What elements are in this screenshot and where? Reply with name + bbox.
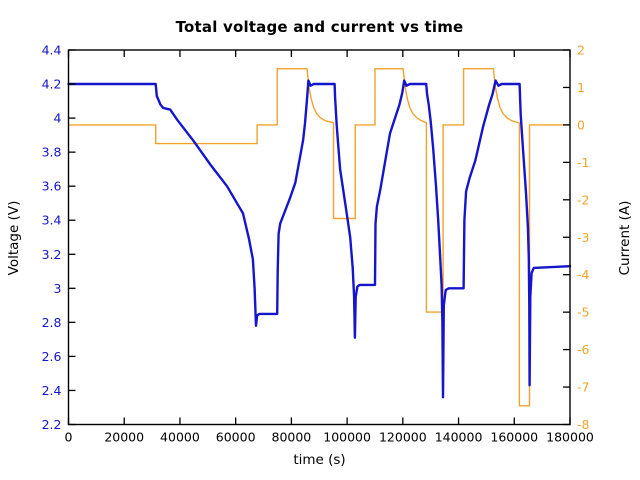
x-tick-label: 80000 (272, 430, 312, 445)
y-left-tick-label: 3 (54, 281, 62, 296)
y-right-tick-label: 2 (577, 43, 585, 58)
plot-border (67, 49, 571, 426)
voltage-series-line (67, 79, 572, 399)
x-tick-label: 40000 (160, 430, 200, 445)
x-tick-label: 20000 (104, 430, 144, 445)
y-right-tick-label: -4 (577, 267, 590, 282)
y-right-tick-label: 0 (577, 117, 585, 132)
y-right-tick-label: -8 (577, 417, 590, 432)
y-right-tick-label: -1 (577, 155, 589, 170)
x-tick-label: 100000 (323, 430, 371, 445)
y-axis-label-voltage: Voltage (V) (6, 200, 22, 276)
current-series-line (67, 67, 571, 407)
chart-title: Total voltage and current vs time (175, 18, 464, 36)
y-left-tick-label: 2.2 (42, 417, 62, 432)
y-left-tick-label: 4 (54, 111, 62, 126)
y-right-tick-label: 1 (577, 80, 585, 95)
x-tick-label: 0 (65, 430, 73, 445)
x-tick-label: 160000 (490, 430, 538, 445)
y-left-tick-label: 3.2 (42, 247, 62, 262)
y-left-tick-label: 3.4 (42, 213, 62, 228)
y-right-tick-label: -3 (577, 230, 589, 245)
x-axis-label: time (s) (293, 452, 346, 468)
y-right-tick-label: -6 (577, 342, 590, 357)
x-tick-label: 60000 (216, 430, 256, 445)
x-tick-label: 140000 (435, 430, 483, 445)
y-axis-label-current: Current (A) (617, 200, 633, 276)
y-left-tick-label: 2.6 (42, 349, 62, 364)
y-left-tick-label: 4.2 (42, 77, 62, 92)
y-right-tick-label: -2 (577, 192, 589, 207)
y-left-tick-label: 2.8 (42, 315, 62, 330)
y-left-tick-label: 2.4 (42, 383, 62, 398)
y-left-tick-label: 3.6 (42, 179, 62, 194)
x-tick-label: 120000 (379, 430, 427, 445)
y-left-tick-label: 3.8 (42, 145, 62, 160)
y-right-tick-label: -5 (577, 305, 589, 320)
y-right-tick-label: -7 (577, 380, 589, 395)
y-left-tick-label: 4.4 (42, 43, 62, 58)
x-tick-label: 180000 (546, 430, 594, 445)
